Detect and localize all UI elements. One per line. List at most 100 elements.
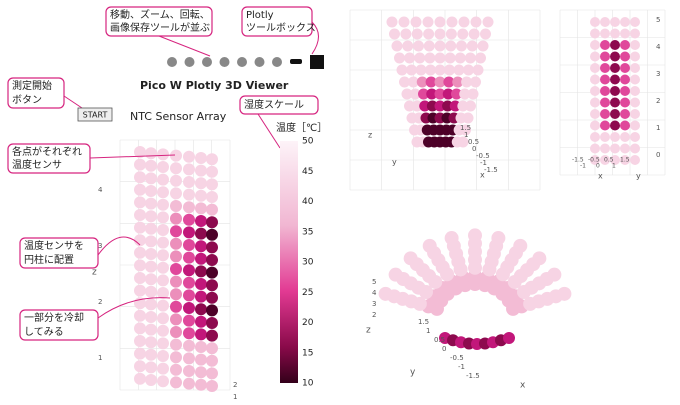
start-button[interactable] [77, 107, 113, 122]
sensor-point [470, 76, 481, 88]
sensor-point [195, 315, 207, 328]
toolbar-button[interactable] [272, 57, 282, 67]
sensor-point [145, 197, 157, 210]
sensor-point [590, 74, 600, 85]
sensor-point [456, 40, 467, 52]
sensor-point [145, 235, 157, 248]
sensor-point [620, 143, 630, 154]
toolbar-button[interactable] [202, 57, 212, 67]
sensor-point [468, 28, 480, 40]
sensor-point [442, 88, 454, 100]
sensor-point [444, 64, 455, 76]
callout-text: ボタン [12, 94, 42, 106]
sensor-point [134, 347, 146, 360]
sensor-point [183, 213, 195, 226]
sensor-point [451, 88, 462, 100]
sensor-point [183, 352, 195, 365]
start-button-label[interactable]: START [83, 111, 108, 120]
sensor-point [206, 216, 218, 229]
sensor-point [157, 362, 169, 375]
callout-text: してみる [24, 326, 64, 338]
sensor-point [157, 261, 169, 274]
sensor-point [145, 147, 157, 160]
sensor-point [183, 327, 195, 340]
callout-box [241, 6, 313, 37]
sensor-point [600, 143, 610, 154]
sensor-point [610, 28, 620, 39]
sensor-point [503, 332, 515, 344]
sensor-point [620, 97, 630, 108]
tick-label: z [366, 326, 371, 336]
sensor-point [183, 188, 195, 201]
sensor-point [195, 265, 207, 278]
sensor-point [157, 274, 169, 287]
sensor-point [590, 28, 600, 39]
sensor-point [145, 248, 157, 260]
axis-label: z [92, 268, 97, 278]
sensor-point [170, 250, 182, 263]
sensor-point [388, 267, 403, 282]
sensor-point [145, 210, 157, 223]
sensor-point [157, 186, 169, 199]
sensor-point [590, 40, 600, 50]
callout-box [7, 143, 91, 174]
sensor-point [404, 52, 416, 64]
sensor-point [630, 63, 640, 73]
sensor-point [134, 272, 146, 284]
toolbar-button[interactable] [219, 57, 230, 67]
tick-label: -1 [458, 363, 465, 371]
sensor-point [195, 164, 207, 177]
sensor-point [600, 63, 610, 73]
toolbar-button[interactable] [184, 57, 195, 67]
sensor-point [453, 64, 465, 76]
toolbar-button[interactable] [237, 57, 247, 67]
sensor-point [434, 64, 446, 76]
sensor-point [426, 88, 438, 100]
sensor-point [157, 324, 169, 337]
sensor-point [600, 40, 610, 50]
tick-label: 1.5 [418, 318, 429, 326]
sensor-point [590, 51, 600, 62]
sensor-point [462, 112, 474, 124]
toolbar-button[interactable] [310, 55, 324, 69]
sensor-point [459, 88, 471, 100]
sensor-point [600, 120, 610, 131]
sensor-point [425, 76, 437, 88]
tick-label: y [410, 368, 416, 378]
sensor-point [457, 317, 467, 327]
toolbar-button[interactable] [167, 57, 177, 67]
sensor-point [590, 86, 600, 96]
sensor-point [620, 17, 630, 27]
sensor-point [134, 360, 146, 373]
sensor-point [145, 374, 157, 386]
sensor-point [407, 76, 419, 88]
tick-label: -1 [580, 163, 586, 170]
sensor-point [630, 40, 640, 50]
sensor-point [403, 251, 418, 266]
sensor-point [206, 291, 218, 304]
toolbar-button[interactable] [290, 59, 302, 64]
colorbar-tick-label: 20 [302, 318, 314, 328]
sensor-point [170, 288, 182, 301]
colorbar-title: 温度［℃］ [276, 121, 327, 134]
sensor-point [170, 275, 182, 288]
sensor-point [424, 52, 436, 64]
sensor-point [206, 228, 218, 241]
sensor-point [195, 290, 207, 303]
sensor-point [610, 97, 620, 108]
sensor-point [422, 238, 437, 253]
sensor-point [170, 351, 182, 364]
sensor-point [481, 317, 491, 327]
sensor-point [145, 348, 157, 361]
sensor-point [491, 231, 506, 246]
sensor-point [434, 28, 446, 40]
sensor-point [401, 88, 413, 100]
toolbar-button[interactable] [254, 57, 265, 67]
sensor-point [489, 317, 499, 327]
sensor-point [157, 224, 169, 236]
sensor-point [467, 88, 479, 100]
tick-label: 1 [656, 124, 660, 132]
sensor-point [134, 196, 146, 209]
tick-label: -1.5 [466, 372, 480, 380]
sensor-point [183, 365, 195, 377]
